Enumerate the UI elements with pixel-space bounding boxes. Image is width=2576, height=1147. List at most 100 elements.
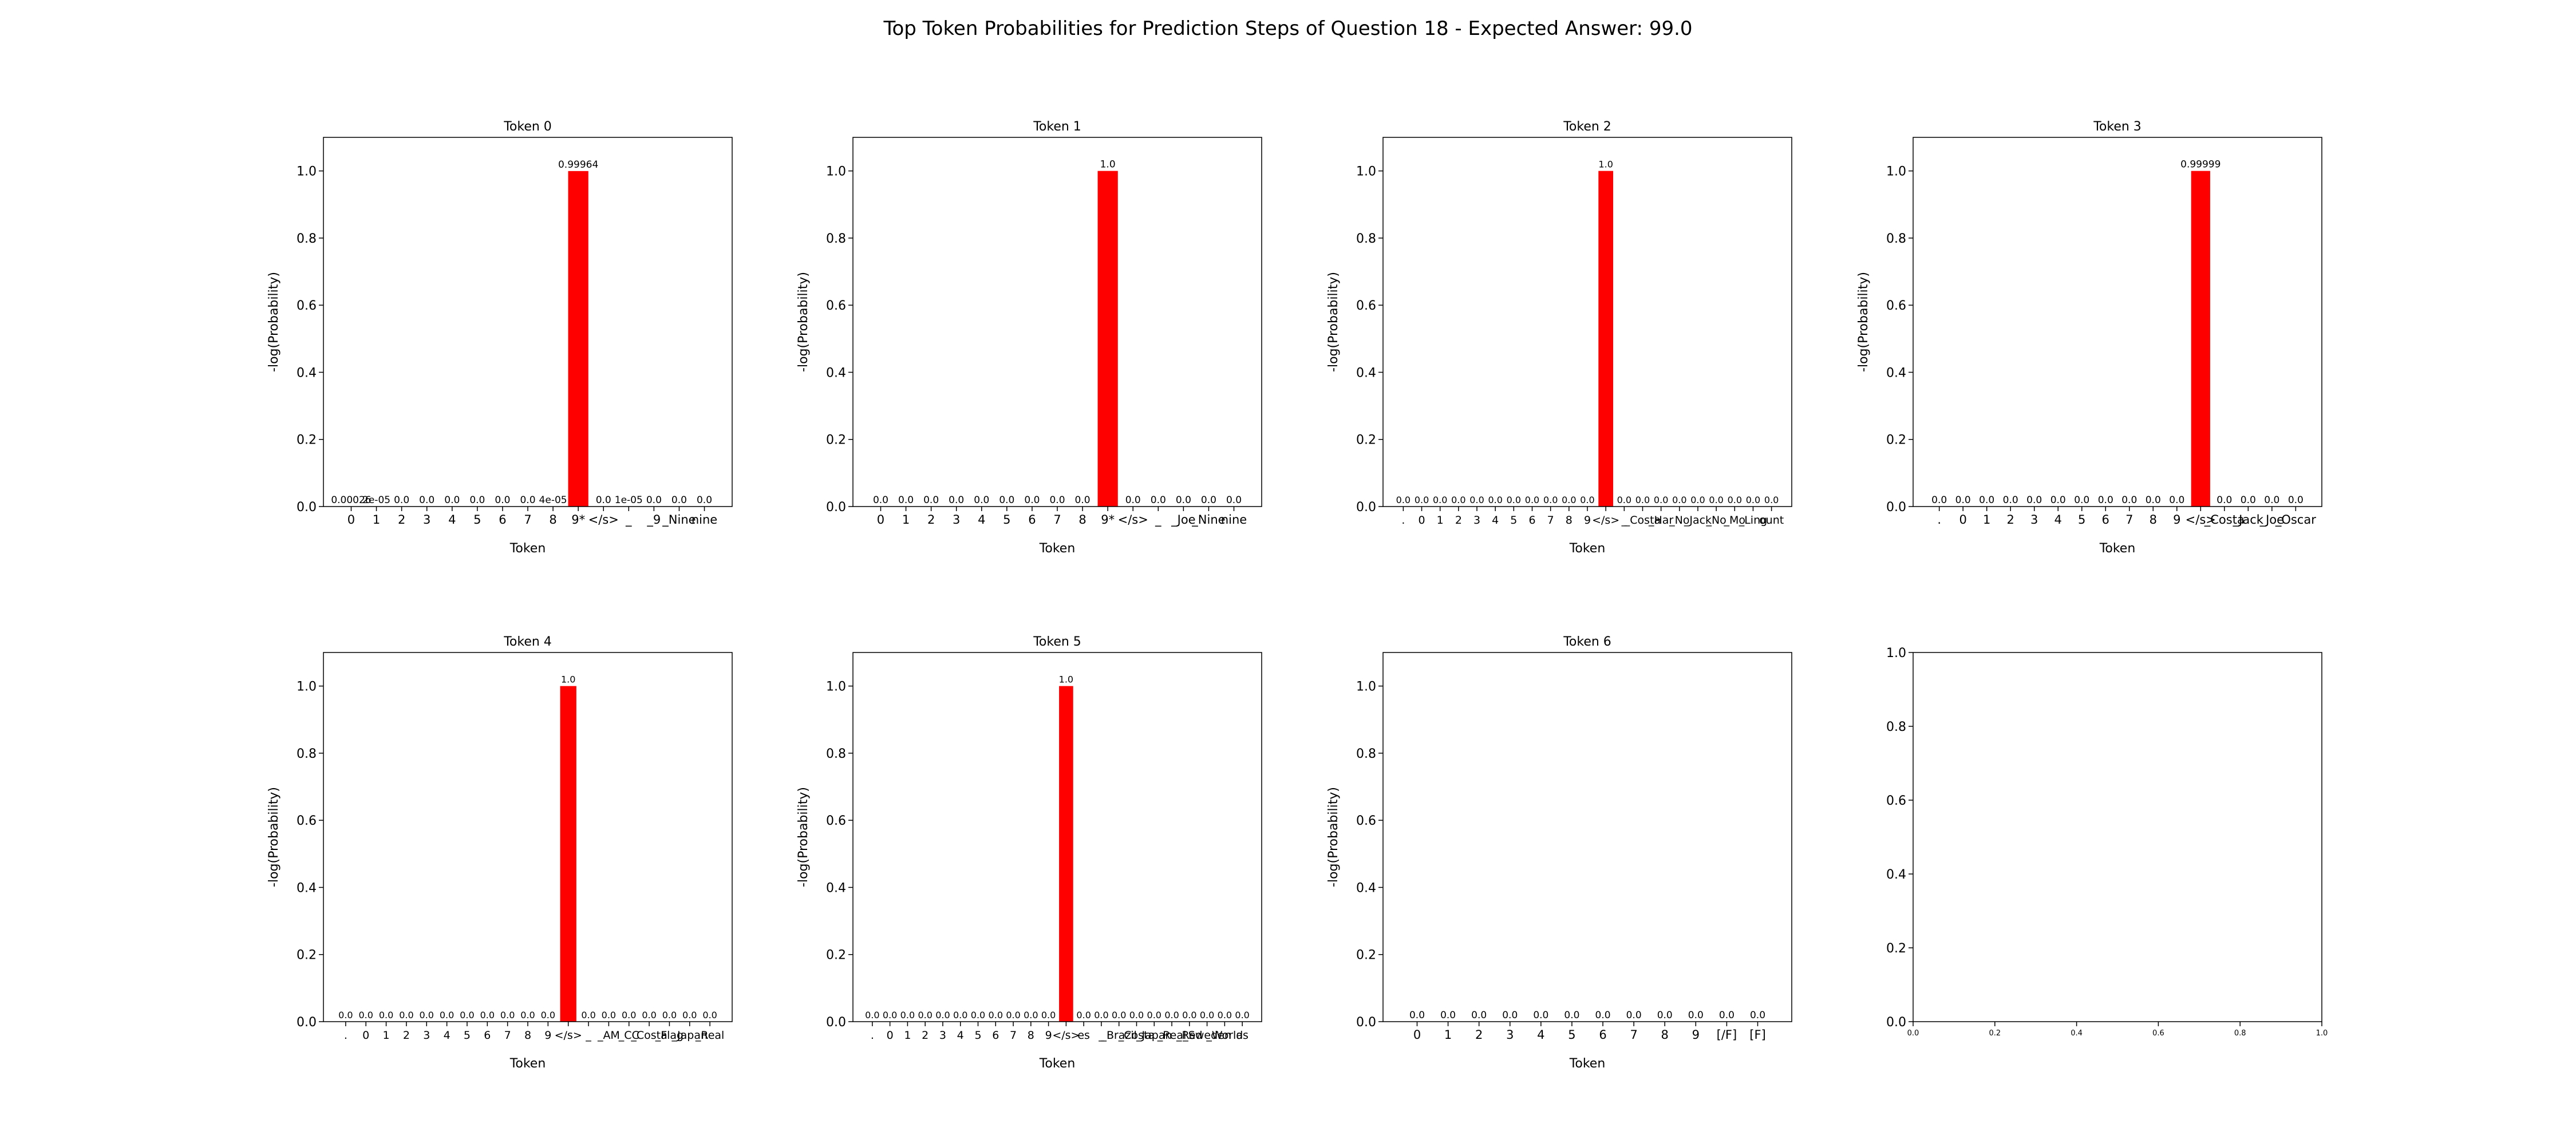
y-tick-label: 0.2: [1356, 948, 1376, 963]
bar-value-label: 0.0: [1006, 1010, 1020, 1021]
x-tick-label: as: [1236, 1029, 1249, 1042]
x-tick-label: _Real: [695, 1029, 724, 1042]
bar-value-label: 0.0: [444, 495, 460, 506]
x-tick-label: 6: [2102, 513, 2109, 527]
bar-value-label: 0.0: [1635, 495, 1650, 505]
subplot-0: Token 00.00.20.40.60.81.00.0002602e-0510…: [267, 120, 732, 556]
x-tick-label: _Jack: [2233, 513, 2264, 527]
x-tick-label: 1: [383, 1029, 390, 1042]
bar-value-label: 0.0: [883, 1010, 897, 1021]
bar-value-label: 0.0: [642, 1010, 656, 1021]
y-tick-label: 1.0: [1356, 165, 1376, 179]
x-tick-label: nine: [1221, 513, 1247, 527]
y-axis-label: -log(Probability): [796, 787, 811, 887]
axes-frame: [1383, 652, 1792, 1022]
bar-value-label: 0.0: [1409, 1010, 1425, 1021]
x-tick-label: _Nine: [1191, 513, 1225, 527]
axes-frame: [323, 137, 732, 507]
subplot-2: Token 20.00.20.40.60.81.00.0.0.000.010.0…: [1326, 120, 1792, 556]
bar-value-label: 1.0: [1059, 674, 1073, 685]
y-tick-label: 0.0: [1356, 500, 1376, 515]
x-tick-label: 0.2: [1989, 1029, 2001, 1038]
bar-value-label: 0.0: [1147, 1010, 1161, 1021]
y-tick-label: 0.8: [1356, 747, 1376, 761]
bar-value-label: 0.0: [1564, 1010, 1579, 1021]
bar-value-label: 0.0: [541, 1010, 555, 1021]
x-tick-label: 2: [1475, 1028, 1483, 1042]
bar-value-label: 0.0: [1075, 495, 1091, 506]
y-tick-label: 1.0: [1886, 646, 1906, 660]
x-tick-label: 6: [484, 1029, 491, 1042]
x-tick-label: 8: [549, 513, 556, 527]
y-tick-label: 1.0: [297, 680, 317, 694]
y-tick-label: 0.8: [1886, 720, 1906, 734]
bar-value-label: 0.0: [520, 495, 535, 506]
bar-value-label: 0.0: [1440, 1010, 1456, 1021]
y-axis-label: -log(Probability): [267, 272, 281, 372]
x-tick-label: 0.0: [1907, 1029, 1919, 1038]
y-tick-label: 0.2: [1886, 942, 1906, 956]
bar-value-label: 0.0: [1415, 495, 1429, 505]
bar-value-label: 0.0: [953, 1010, 967, 1021]
bar-value-label: 0.0: [2169, 495, 2184, 506]
bar-value-label: 0.0: [2264, 495, 2279, 506]
x-tick-label: 9: [1584, 514, 1591, 527]
bar-value-label: 0.0: [2050, 495, 2066, 506]
bar-value-label: 0.0: [1750, 1010, 1765, 1021]
subplot-1: Token 10.00.20.40.60.81.00.000.010.020.0…: [796, 120, 1262, 556]
bar-value-label: 0.0: [1125, 495, 1141, 506]
y-tick-label: 0.0: [1356, 1015, 1376, 1030]
bar-value-label: 0.0: [702, 1010, 717, 1021]
bar-value-label: 0.0: [596, 495, 611, 506]
x-tick-label: 2: [398, 513, 405, 527]
bar: [2191, 171, 2210, 507]
bar: [568, 171, 588, 507]
y-tick-label: 0.8: [297, 747, 317, 761]
axes-frame: [1913, 137, 2322, 507]
x-tick-label: 5: [1003, 513, 1010, 527]
x-tick-label: _: [625, 513, 632, 527]
x-tick-label: 2: [2007, 513, 2014, 527]
y-tick-label: 1.0: [826, 165, 846, 179]
x-axis-label: Token: [1039, 1057, 1076, 1071]
subplot-title: Token 1: [1033, 120, 1081, 134]
x-tick-label: 8: [524, 1029, 531, 1042]
subplot-title: Token 6: [1563, 635, 1611, 649]
bar-value-label: 0.0: [469, 495, 485, 506]
y-tick-label: 0.4: [297, 881, 317, 895]
bar-value-label: 0.0: [1469, 495, 1484, 505]
x-axis-label: Token: [2099, 541, 2136, 556]
bar-value-label: 0.0: [974, 495, 989, 506]
x-tick-label: 4: [978, 513, 985, 527]
x-tick-label: es: [1077, 1029, 1090, 1042]
x-tick-label: 6: [499, 513, 506, 527]
x-tick-label: 2: [927, 513, 935, 527]
y-axis-label: -log(Probability): [796, 272, 811, 372]
x-tick-label: 9: [1045, 1029, 1052, 1042]
y-tick-label: 0.6: [826, 299, 846, 313]
x-tick-label: 5: [974, 1029, 981, 1042]
bar-value-label: 0.0: [1182, 1010, 1196, 1021]
y-tick-label: 0.4: [826, 366, 846, 380]
bar-value-label: 0.0: [1617, 495, 1631, 505]
y-tick-label: 0.6: [297, 814, 317, 828]
bar-value-label: 0.0: [1200, 1010, 1214, 1021]
x-tick-label: 0.6: [2152, 1029, 2164, 1038]
x-tick-label: </s>: [1052, 1029, 1080, 1042]
y-tick-label: 0.6: [297, 299, 317, 313]
axes-frame: [323, 652, 732, 1022]
bar-value-label: 0.0: [1764, 495, 1779, 505]
x-tick-label: 5: [1510, 514, 1517, 527]
y-tick-label: 0.0: [1886, 500, 1906, 515]
x-tick-label: 0.8: [2234, 1029, 2246, 1038]
x-tick-label: 4: [2055, 513, 2062, 527]
subplot-6: Token 60.00.20.40.60.81.00.000.010.020.0…: [1326, 635, 1792, 1071]
bar-value-label: 0.0: [1955, 495, 1971, 506]
x-tick-label: [/F]: [1717, 1028, 1737, 1042]
y-tick-label: 0.0: [826, 1015, 846, 1030]
y-tick-label: 0.4: [1886, 366, 1906, 380]
x-tick-label: 8: [1566, 514, 1573, 527]
bar-value-label: 0.0: [1580, 495, 1594, 505]
bar-value-label: 0.0: [1746, 495, 1760, 505]
